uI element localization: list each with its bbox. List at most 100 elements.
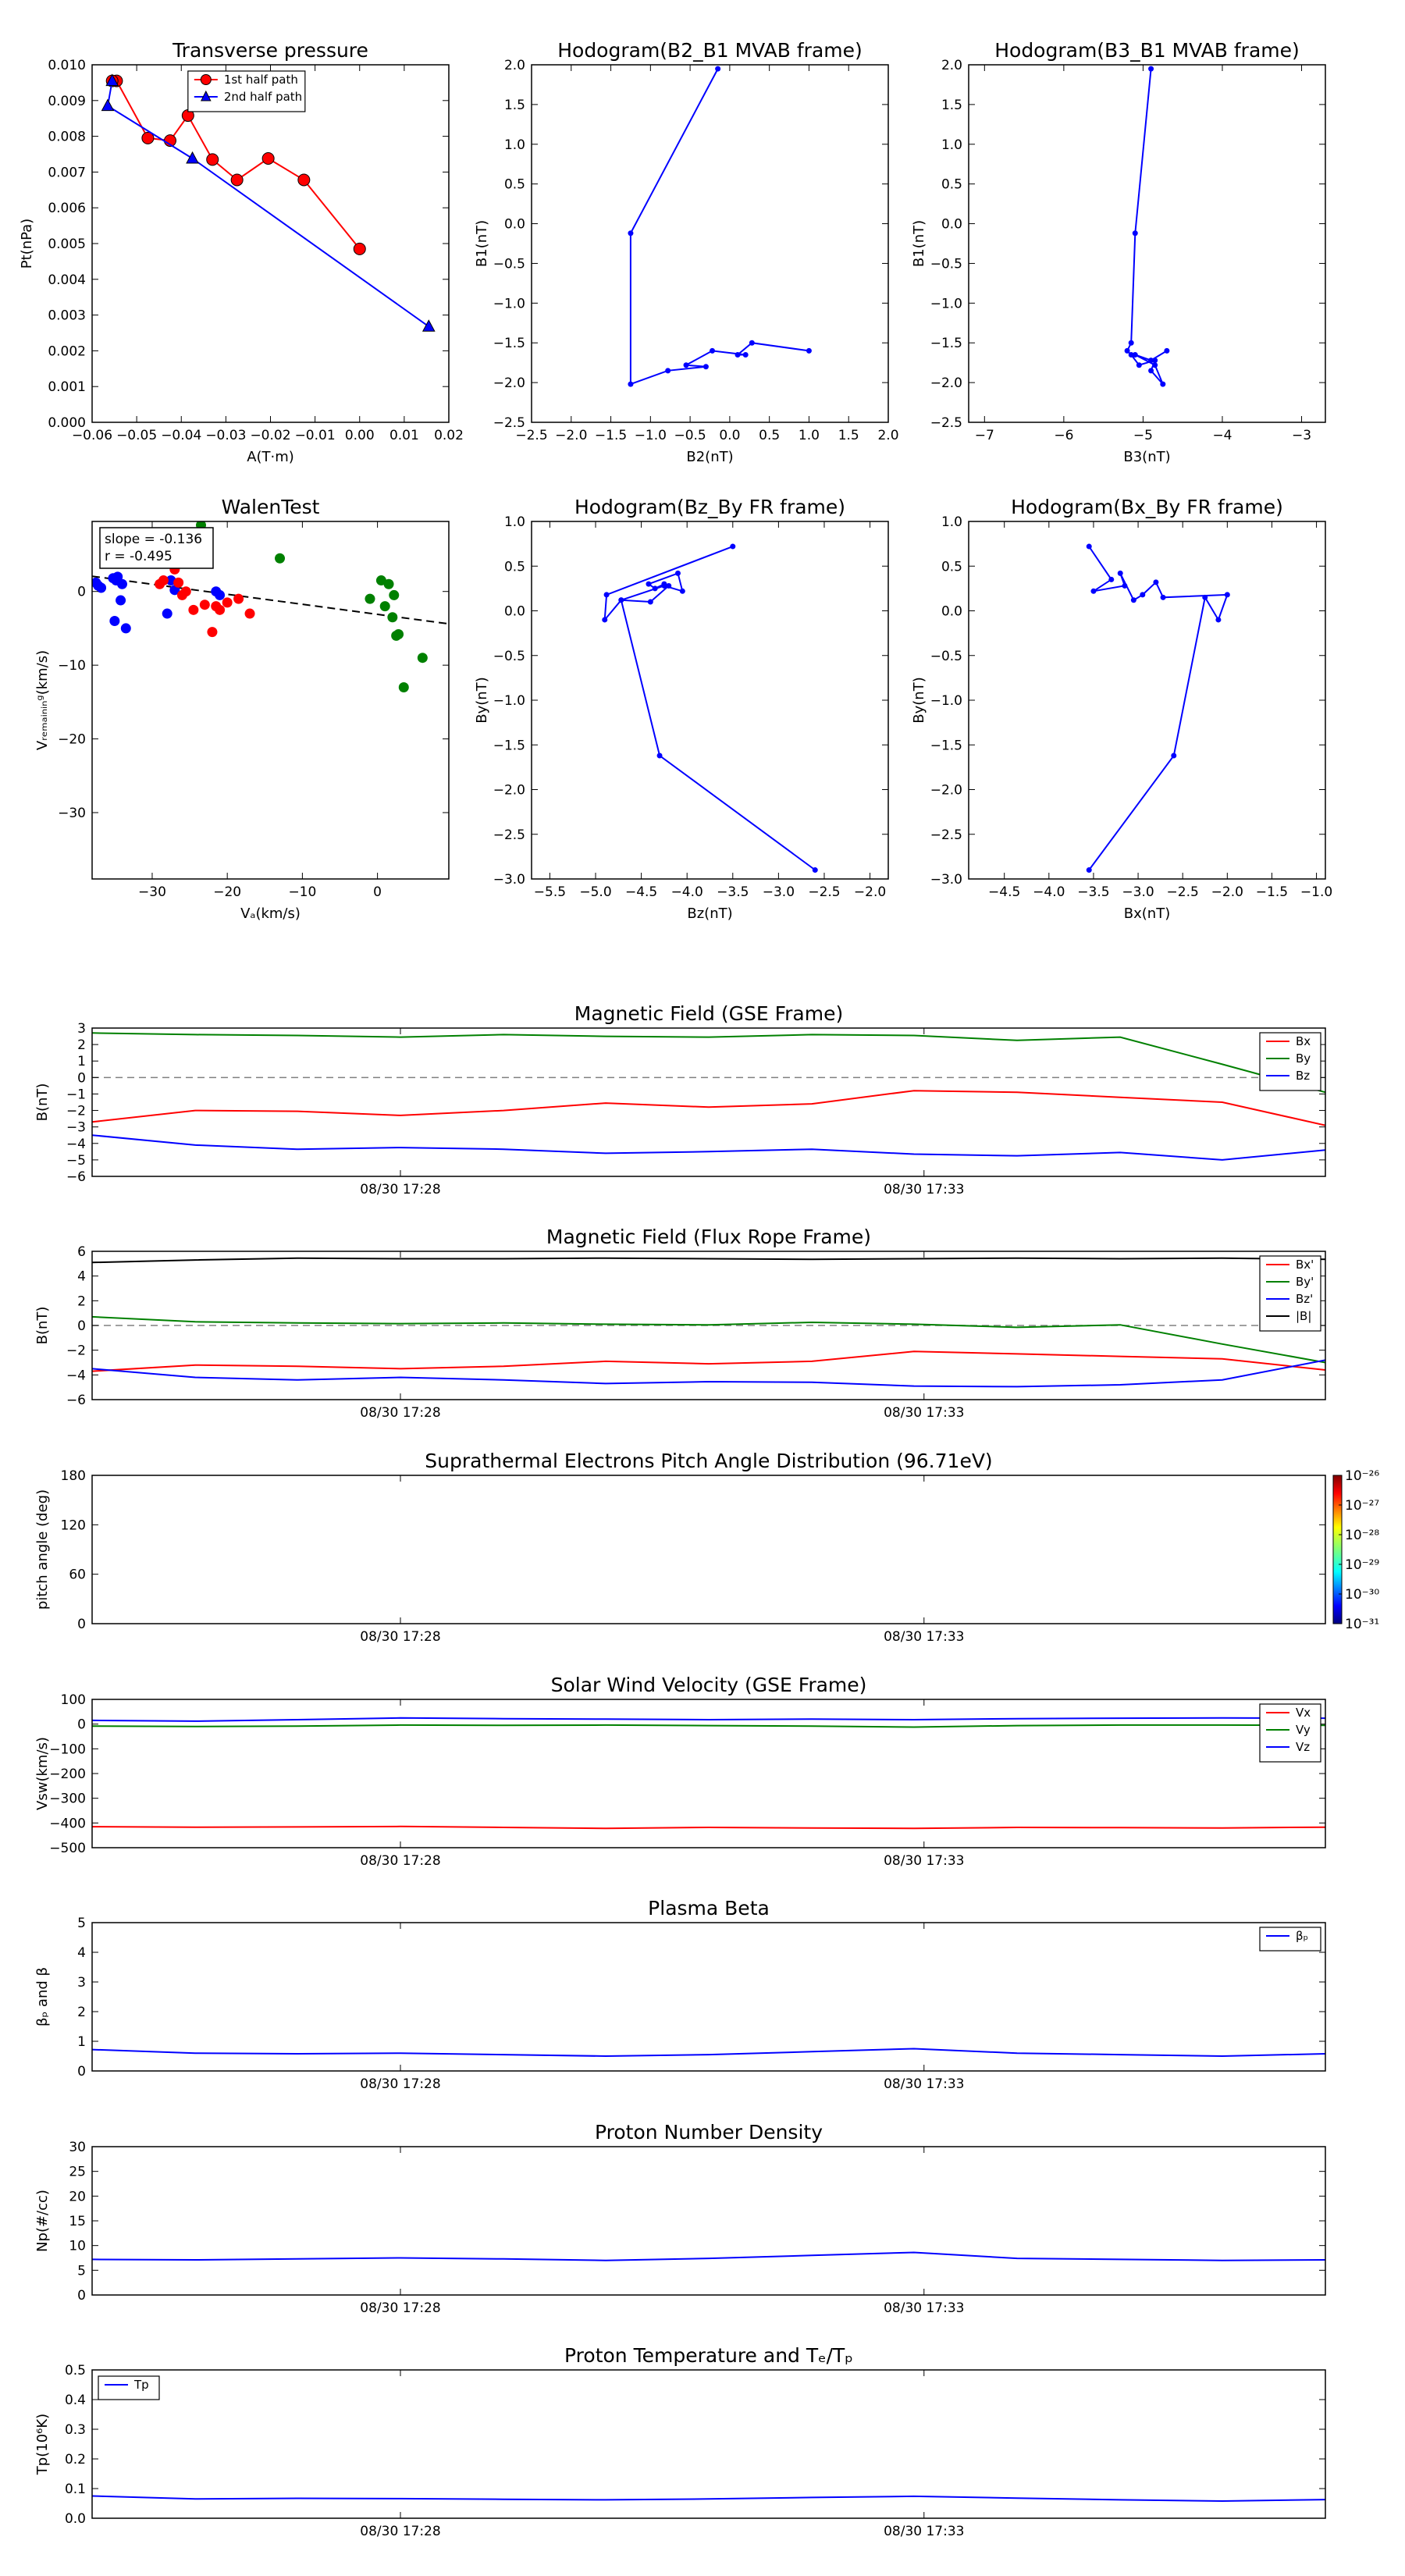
x-tick-label: 08/30 17:33 [884, 1853, 964, 1869]
scatter-point [365, 593, 375, 604]
data-point [1202, 594, 1208, 600]
y-tick-label: 0 [77, 1318, 86, 1334]
legend-box [1259, 1703, 1321, 1763]
plot-frame [968, 64, 1326, 423]
y-tick-label: −3.0 [930, 872, 962, 888]
y-tick-label: −2.5 [493, 415, 525, 431]
legend-marker [201, 90, 212, 101]
y-tick-label: 15 [69, 2214, 86, 2229]
y-tick-label: 60 [69, 1567, 86, 1583]
y-tick-label: 0.3 [65, 2422, 86, 2438]
plot-frame [91, 1922, 1326, 2072]
legend-label: Vz [1296, 1740, 1310, 1754]
y-axis-label: B1(nT) [911, 220, 927, 267]
data-point [1108, 576, 1115, 582]
plot-frame [531, 64, 889, 423]
x-tick-label: 0 [373, 884, 382, 900]
series-line [629, 68, 809, 386]
scatter-point [244, 608, 255, 619]
plot-frame [531, 521, 889, 880]
y-tick-label: −10 [58, 658, 86, 674]
x-tick-label: 08/30 17:28 [360, 1853, 440, 1869]
scatter-point [158, 575, 169, 586]
y-tick-label: −6 [66, 1169, 86, 1185]
y-tick-label: −1 [66, 1087, 86, 1102]
data-marker [230, 173, 244, 187]
colorbar-tick-label: 10⁻³⁰ [1345, 1587, 1379, 1603]
data-point [1117, 570, 1123, 576]
y-tick-label: 1.5 [504, 98, 525, 113]
plot-frame [91, 64, 450, 423]
scatter-point [173, 577, 184, 588]
y-tick-label: 0.0 [504, 604, 525, 620]
scatter-point [116, 595, 126, 606]
chart-title: Transverse pressure [172, 39, 368, 62]
scatter-point [180, 586, 191, 597]
y-tick-label: −1.5 [493, 336, 525, 351]
scatter-point [387, 612, 398, 623]
data-point [1122, 582, 1128, 589]
y-axis-label: B(nT) [34, 1083, 51, 1122]
scatter-point [222, 597, 233, 608]
x-tick-label: 1.5 [838, 428, 859, 443]
data-point [1152, 362, 1158, 368]
y-tick-label: 10 [69, 2239, 86, 2254]
y-tick-label: −0.5 [493, 256, 525, 272]
y-tick-label: 2 [77, 1037, 86, 1053]
y-axis-label: βₚ and β [34, 1967, 51, 2026]
legend-label: Tp [133, 2378, 149, 2392]
chart-title: Proton Temperature and Tₑ/Tₚ [564, 2344, 853, 2367]
y-tick-label: 1.0 [504, 514, 525, 530]
data-point [1160, 381, 1166, 387]
plot-frame [91, 1027, 1326, 1177]
colorbar [1332, 1475, 1343, 1624]
y-axis-label: Pt(nPa) [19, 219, 35, 269]
data-point [735, 351, 741, 358]
scatter-point [398, 681, 409, 692]
x-tick-label: −2.0 [1211, 884, 1243, 900]
data-point [702, 364, 709, 370]
y-tick-label: −2.0 [930, 375, 962, 391]
y-tick-label: 0.005 [48, 237, 86, 252]
x-tick-label: −0.04 [161, 428, 201, 443]
y-tick-label: 0.4 [65, 2393, 86, 2408]
y-tick-label: 0.009 [48, 94, 86, 109]
series-line [92, 1315, 1325, 1364]
y-tick-label: −1.5 [493, 738, 525, 753]
x-axis-label: A(T·m) [247, 449, 294, 465]
x-axis-label: Vₐ(km/s) [240, 906, 301, 922]
data-point [1130, 597, 1136, 603]
data-point [646, 581, 652, 587]
x-tick-label: −4.5 [988, 884, 1020, 900]
colorbar-tick-label: 10⁻²⁹ [1345, 1557, 1379, 1573]
plot-frame [91, 1699, 1326, 1848]
y-tick-label: −4 [66, 1137, 86, 1152]
y-tick-label: −2 [66, 1104, 86, 1119]
data-marker [105, 73, 119, 87]
y-tick-label: −200 [49, 1767, 86, 1782]
y-tick-label: −3 [66, 1120, 86, 1136]
x-tick-label: −1.0 [635, 428, 667, 443]
x-tick-label: 1.0 [799, 428, 820, 443]
series-line [92, 1825, 1325, 1830]
y-tick-label: 0 [77, 2064, 86, 2080]
y-tick-label: 180 [61, 1468, 86, 1484]
y-tick-label: 0.010 [48, 58, 86, 73]
data-point [730, 543, 736, 550]
colorbar-tick-label: 10⁻²⁸ [1345, 1528, 1379, 1543]
y-tick-label: 1.0 [941, 137, 962, 153]
data-point [1132, 230, 1138, 237]
scatter-point [116, 578, 127, 589]
y-tick-label: −2.5 [493, 827, 525, 843]
x-tick-label: −4.0 [1033, 884, 1065, 900]
y-tick-label: −400 [49, 1816, 86, 1831]
y-tick-label: 0.006 [48, 201, 86, 216]
x-tick-label: −1.5 [1256, 884, 1288, 900]
series-line [92, 1090, 1325, 1126]
x-tick-label: −30 [138, 884, 166, 900]
scatter-point [393, 628, 404, 639]
legend-label: Vx [1296, 1706, 1311, 1720]
y-tick-label: 0.0 [504, 217, 525, 233]
panel-h1: Hodogram(B2_B1 MVAB frame) −2.5 −2.0 −1.5 −1… [474, 39, 899, 465]
y-tick-label: 6 [77, 1244, 86, 1260]
